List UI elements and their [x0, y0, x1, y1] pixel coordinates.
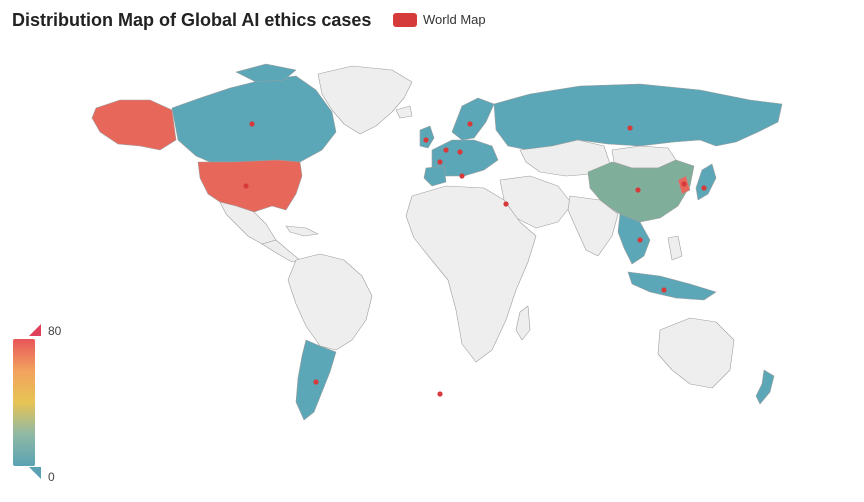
country-greenland[interactable] — [317, 65, 413, 135]
marker-south-korea[interactable] — [681, 181, 687, 187]
country-united-kingdom[interactable] — [419, 125, 435, 149]
country-philippines[interactable] — [667, 235, 683, 261]
legend-swatch — [393, 12, 417, 27]
marker-indonesia[interactable] — [661, 287, 667, 293]
country-scandinavia[interactable] — [451, 97, 495, 141]
country-india[interactable] — [567, 195, 619, 257]
country-caribbean[interactable] — [285, 225, 319, 237]
visual-map-min-label: 0 — [48, 470, 55, 484]
country-africa[interactable] — [405, 185, 537, 363]
country-spain[interactable] — [423, 165, 447, 187]
visual-map-gradient-bar[interactable] — [13, 339, 35, 466]
country-southeast-asia[interactable] — [617, 213, 651, 265]
marker-russia[interactable] — [627, 125, 633, 131]
country-japan[interactable] — [695, 163, 717, 201]
marker-sweden[interactable] — [467, 121, 473, 127]
marker-israel[interactable] — [503, 201, 509, 207]
country-alaska[interactable] — [91, 99, 177, 151]
marker-germany[interactable] — [457, 149, 463, 155]
visual-map[interactable]: 80 0 — [10, 322, 70, 487]
visual-map-min-handle[interactable] — [29, 467, 41, 479]
marker-italy[interactable] — [459, 173, 465, 179]
country-madagascar[interactable] — [515, 305, 531, 341]
marker-france[interactable] — [443, 147, 449, 153]
legend[interactable]: World Map — [393, 12, 486, 27]
marker-spain[interactable] — [437, 159, 443, 165]
country-indonesia[interactable] — [627, 271, 717, 301]
marker-vietnam[interactable] — [637, 237, 643, 243]
land-layer — [91, 63, 783, 421]
marker-argentina[interactable] — [313, 379, 319, 385]
marker-china[interactable] — [635, 187, 641, 193]
country-iceland[interactable] — [395, 105, 413, 119]
country-russia[interactable] — [493, 83, 783, 151]
legend-label: World Map — [423, 12, 486, 27]
case-markers — [243, 121, 707, 397]
country-canada[interactable] — [171, 75, 337, 163]
marker-united-kingdom[interactable] — [423, 137, 429, 143]
visual-map-max-label: 80 — [48, 324, 62, 338]
chart-title: Distribution Map of Global AI ethics cas… — [12, 10, 372, 30]
visual-map-max-handle[interactable] — [29, 324, 41, 336]
marker-japan[interactable] — [701, 185, 707, 191]
country-canada-islands[interactable] — [235, 63, 297, 83]
country-south-america[interactable] — [287, 253, 373, 351]
country-united-states[interactable] — [197, 159, 303, 213]
marker-united-states[interactable] — [243, 183, 249, 189]
marker-island[interactable] — [437, 391, 443, 397]
country-new-zealand[interactable] — [755, 369, 775, 405]
marker-canada[interactable] — [249, 121, 255, 127]
country-australia[interactable] — [657, 317, 735, 389]
country-central-america[interactable] — [261, 239, 301, 263]
